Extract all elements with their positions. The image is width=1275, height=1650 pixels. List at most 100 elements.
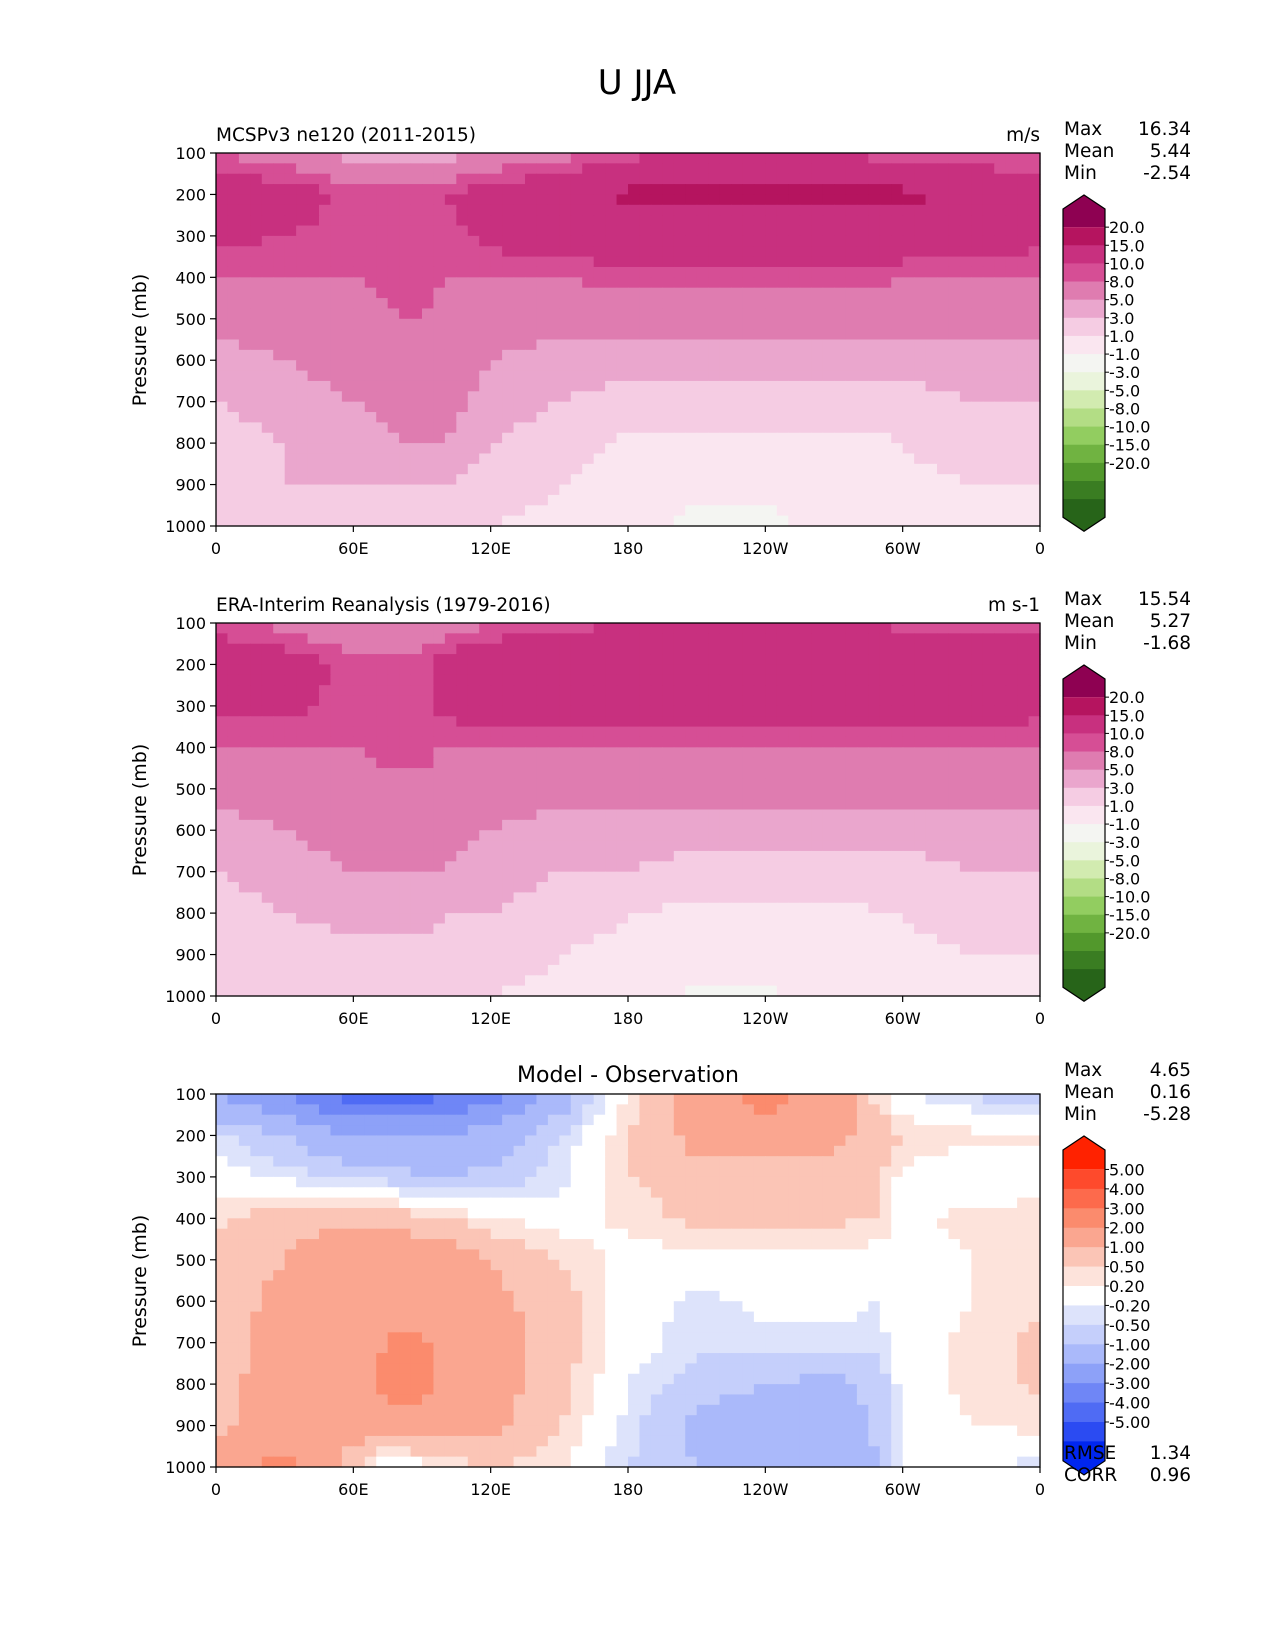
heatmap-cell (319, 654, 332, 666)
heatmap-cell (319, 747, 332, 759)
heatmap-cell (216, 225, 229, 237)
heatmap-cell (673, 633, 686, 645)
heatmap-cell (673, 515, 686, 527)
heatmap-cell (1005, 370, 1018, 382)
heatmap-cell (902, 923, 915, 935)
heatmap-cell (891, 902, 904, 914)
heatmap-cell (273, 923, 286, 935)
heatmap-cell (227, 308, 240, 320)
heatmap-cell (799, 633, 812, 645)
heatmap-cell (364, 494, 377, 506)
heatmap-cell (742, 215, 755, 227)
heatmap-cell (685, 474, 698, 486)
heatmap-cell (444, 768, 457, 780)
heatmap-cell (742, 654, 755, 666)
heatmap-cell (628, 256, 641, 268)
heatmap-cell (216, 256, 229, 268)
heatmap-cell (765, 861, 778, 873)
heatmap-cell (650, 474, 663, 486)
heatmap-cell (799, 850, 812, 862)
heatmap-cell (708, 256, 721, 268)
heatmap-cell (605, 422, 618, 434)
heatmap-cell (822, 432, 835, 444)
heatmap-cell (925, 463, 938, 475)
heatmap-cell (902, 747, 915, 759)
heatmap-cell (559, 623, 572, 634)
heatmap-cell (948, 716, 961, 728)
heatmap-cell (570, 705, 583, 717)
y-tick-label: 300 (175, 227, 206, 246)
heatmap-cell (708, 861, 721, 873)
heatmap-cell (811, 882, 824, 893)
heatmap-cell (914, 830, 927, 842)
heatmap-cell (364, 788, 377, 800)
heatmap-cell (605, 349, 618, 361)
heatmap-cell (673, 401, 686, 413)
heatmap-cell (605, 819, 618, 831)
heatmap-cell (410, 892, 423, 904)
heatmap-cell (238, 788, 251, 800)
heatmap-cell (376, 923, 389, 935)
heatmap-cell (410, 515, 423, 527)
heatmap-cell (845, 726, 858, 738)
heatmap-cell (650, 882, 663, 893)
heatmap-cell (639, 494, 652, 506)
heatmap-cell (490, 944, 503, 956)
heatmap-cell (605, 695, 618, 707)
heatmap-cell (261, 422, 274, 434)
heatmap-cell (765, 298, 778, 310)
heatmap-cell (708, 194, 721, 206)
heatmap-cell (238, 266, 251, 278)
heatmap-cell (1028, 809, 1041, 821)
heatmap-cell (959, 453, 972, 465)
heatmap-cell (250, 453, 263, 465)
heatmap-cell (971, 463, 984, 475)
heatmap-cell (731, 871, 744, 883)
heatmap-cell (914, 173, 927, 185)
heatmap-cell (742, 298, 755, 310)
heatmap-cell (994, 913, 1007, 925)
heatmap-cell (742, 163, 755, 175)
heatmap-cell (559, 391, 572, 403)
heatmap-cell (639, 318, 652, 330)
heatmap-cell (216, 664, 229, 676)
heatmap-cell (559, 809, 572, 821)
heatmap-cell (502, 463, 515, 475)
heatmap-cell (467, 788, 480, 800)
heatmap-cell (410, 933, 423, 945)
colorbar-label: 5.0 (1109, 291, 1134, 310)
heatmap-cell (570, 685, 583, 697)
heatmap-cell (216, 923, 229, 935)
heatmap-cell (708, 902, 721, 914)
heatmap-cell (765, 412, 778, 423)
heatmap-cell (593, 308, 606, 320)
heatmap-cell (559, 494, 572, 506)
heatmap-cell (273, 225, 286, 237)
heatmap-cell (673, 892, 686, 904)
heatmap-cell (902, 623, 915, 634)
heatmap-cell (937, 633, 950, 645)
heatmap-cell (845, 339, 858, 351)
heatmap-cell (319, 623, 332, 634)
colorbar-label: 8.0 (1109, 273, 1134, 292)
heatmap-cell (811, 747, 824, 759)
heatmap-cell (834, 674, 847, 686)
heatmap-cell (902, 861, 915, 873)
heatmap-cell (982, 235, 995, 247)
heatmap-cell (513, 432, 526, 444)
heatmap-cell (536, 153, 549, 164)
heatmap-cell (456, 736, 469, 748)
heatmap-cell (959, 830, 972, 842)
heatmap-cell (868, 623, 881, 634)
heatmap-cell (868, 298, 881, 310)
heatmap-cell (616, 944, 629, 956)
heatmap-cell (1028, 422, 1041, 434)
heatmap-cell (696, 463, 709, 475)
heatmap-cell (525, 256, 538, 268)
heatmap-cell (1017, 768, 1030, 780)
heatmap-cell (708, 360, 721, 372)
heatmap-cell (307, 726, 320, 738)
heatmap-cell (547, 173, 560, 185)
heatmap-cell (341, 799, 354, 811)
heatmap-cell (879, 902, 892, 914)
